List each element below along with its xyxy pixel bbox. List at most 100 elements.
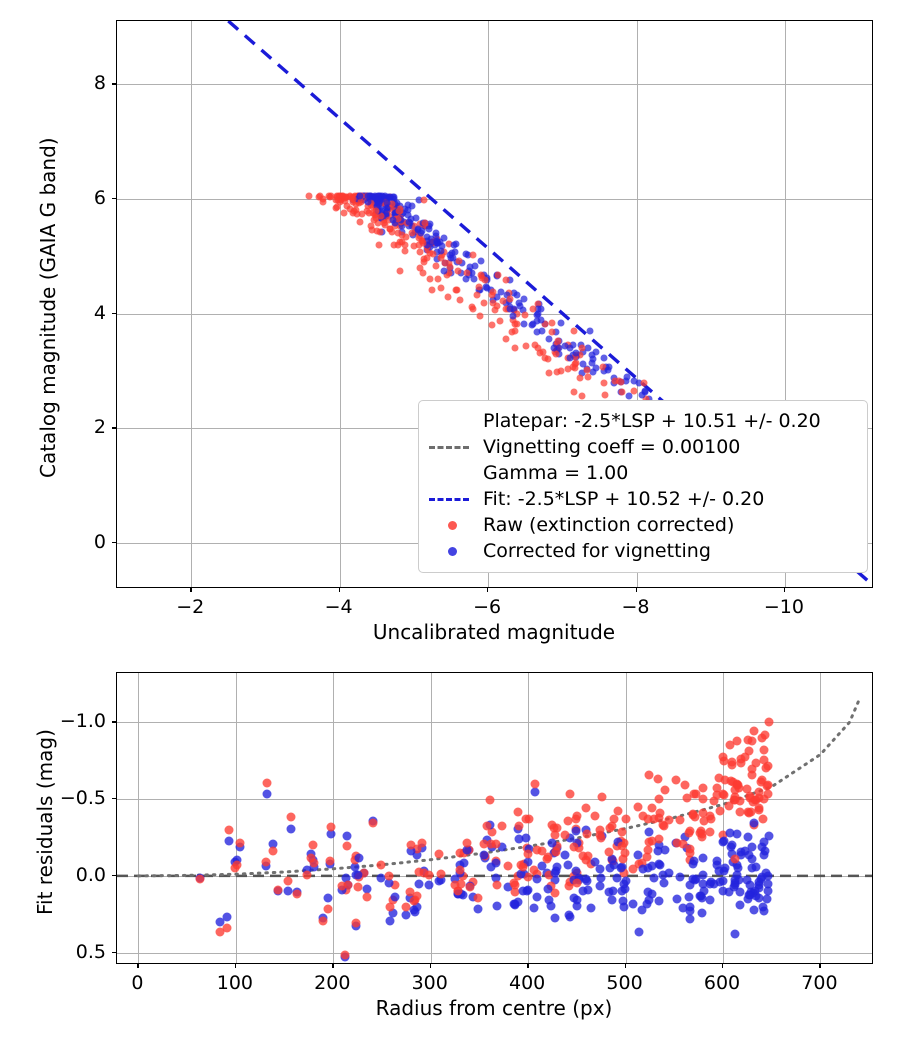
dashed-line-icon: [429, 445, 469, 449]
corrected-residual-point: [735, 887, 745, 897]
corrected-residual-point: [523, 885, 533, 895]
corrected-star-point: [513, 291, 521, 299]
corrected-residual-point: [720, 863, 730, 873]
raw-residual-point: [628, 864, 638, 873]
corrected-residual-point: [491, 873, 501, 883]
raw-star-point: [630, 387, 638, 395]
corrected-residual-point: [654, 840, 664, 850]
raw-star-point: [453, 286, 460, 294]
corrected-residual-point: [414, 879, 424, 889]
raw-residual-point: [412, 891, 422, 901]
corrected-residual-point: [617, 886, 627, 896]
xtick-label: 100: [216, 972, 253, 994]
raw-star-point: [370, 216, 378, 224]
xtick-mark: [332, 964, 334, 968]
corrected-residual-point: [743, 832, 753, 842]
raw-star-point: [358, 210, 366, 218]
raw-star-point: [349, 195, 357, 203]
ytick-mark: [112, 312, 116, 314]
raw-star-point: [398, 231, 406, 238]
raw-residual-point: [308, 840, 318, 850]
raw-star-point: [617, 378, 625, 386]
corrected-residual-point: [724, 887, 734, 897]
corrected-star-point: [404, 201, 412, 209]
corrected-residual-point: [578, 886, 588, 896]
raw-star-point: [463, 269, 471, 277]
raw-residual-point: [740, 752, 750, 762]
gridline-vertical: [430, 673, 432, 963]
raw-residual-point: [547, 820, 557, 830]
raw-star-point: [611, 377, 619, 384]
raw-residual-point: [618, 854, 628, 864]
gridline-vertical: [820, 673, 822, 963]
raw-star-point: [415, 241, 423, 249]
corrected-residual-point: [572, 901, 582, 911]
corrected-star-point: [408, 202, 416, 210]
corrected-residual-point: [468, 892, 478, 902]
corrected-residual-point: [685, 914, 694, 924]
corrected-star-point: [572, 349, 580, 357]
raw-residual-point: [647, 836, 657, 846]
raw-residual-point: [754, 787, 764, 797]
corrected-star-point: [566, 344, 574, 352]
corrected-residual-point: [510, 900, 520, 910]
raw-star-point: [469, 305, 477, 313]
raw-residual-point: [368, 818, 378, 828]
xtick-label: 300: [411, 972, 448, 994]
corrected-residual-point: [705, 895, 715, 905]
raw-residual-point: [232, 860, 242, 870]
ytick-label: −1.0: [59, 710, 106, 733]
gridline-vertical: [333, 673, 335, 963]
raw-star-point: [640, 379, 648, 387]
xtick-label: 200: [314, 972, 351, 994]
raw-star-point: [339, 192, 347, 200]
raw-star-point: [534, 300, 542, 308]
corrected-residual-point: [546, 901, 556, 911]
ytick-label: 4: [93, 301, 106, 324]
gridline-vertical: [138, 673, 140, 963]
raw-residual-point: [552, 841, 562, 850]
raw-residual-point: [337, 881, 347, 891]
raw-residual-point: [412, 844, 422, 854]
corrected-star-point: [425, 225, 433, 233]
corrected-residual-point: [697, 908, 707, 917]
xtick-label: 600: [703, 972, 741, 994]
corrected-residual-point: [714, 866, 723, 876]
raw-residual-point: [764, 717, 773, 727]
raw-residual-point: [664, 815, 674, 825]
corrected-residual-point: [341, 873, 351, 883]
corrected-residual-point: [326, 829, 336, 839]
corrected-residual-point: [560, 850, 570, 860]
raw-residual-point: [706, 814, 716, 824]
raw-residual-point: [325, 856, 334, 866]
xtick-label: 500: [606, 972, 643, 994]
corrected-star-point: [437, 247, 445, 255]
raw-star-point: [373, 227, 381, 235]
raw-residual-point: [351, 918, 361, 928]
raw-residual-point: [654, 794, 664, 804]
raw-residual-point: [719, 756, 729, 766]
gridline-horizontal: [117, 198, 872, 200]
raw-star-point: [564, 365, 572, 373]
corrected-residual-point: [514, 834, 524, 844]
raw-residual-point: [745, 793, 754, 803]
raw-star-point: [502, 276, 510, 284]
corrected-star-point: [432, 232, 440, 240]
raw-residual-point: [744, 746, 754, 756]
raw-residual-point: [492, 880, 502, 890]
raw-residual-point: [486, 839, 496, 848]
raw-residual-point: [497, 821, 507, 831]
raw-residual-point: [544, 870, 554, 880]
raw-star-point: [388, 228, 396, 236]
gridline-horizontal: [117, 952, 872, 954]
corrected-residual-point: [571, 826, 581, 836]
raw-residual-point: [757, 775, 767, 785]
raw-star-point: [548, 319, 556, 326]
raw-residual-point: [647, 803, 657, 813]
gridline-horizontal: [117, 84, 872, 86]
corrected-residual-point: [759, 837, 769, 847]
corrected-star-point: [423, 241, 431, 249]
corrected-star-point: [477, 257, 485, 265]
raw-residual-point: [503, 861, 513, 871]
corrected-star-point: [462, 275, 470, 282]
